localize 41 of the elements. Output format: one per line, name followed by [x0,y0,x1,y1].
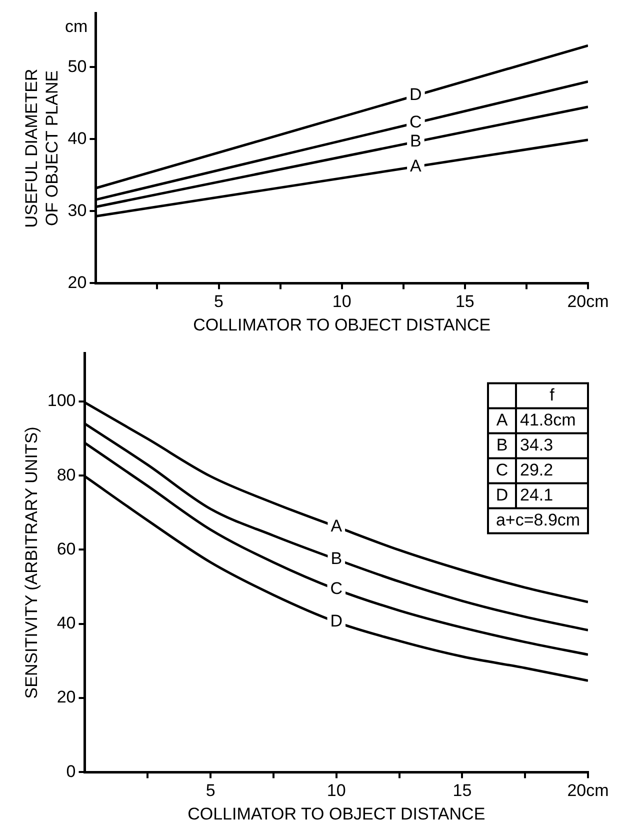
x-tick-label: 15 [452,781,472,800]
x-axis-title: COLLIMATOR TO OBJECT DISTANCE [188,804,486,824]
x-tick-label: 5 [206,781,216,800]
annotation: 29.2 [520,460,554,480]
y-tick-label: 40 [56,614,76,633]
y-tick-label: 20 [68,272,87,292]
x-tick-label: 20cm [567,292,609,312]
annotation: 34.3 [520,435,554,454]
y-tick-label: 80 [56,465,76,484]
y-tick-label: 50 [68,56,87,76]
y-tick-label: 20 [56,688,76,707]
annotation: a+c=8.9cm [496,510,580,530]
series-label: B [330,549,342,568]
y-tick-label: 40 [68,128,87,148]
text: C [496,460,508,480]
series-label: C [410,112,422,132]
text: B [496,435,508,454]
y-tick-label: 60 [56,539,76,558]
series-label: D [410,85,422,104]
text: A [496,410,508,430]
x-tick-label: 10 [332,292,352,312]
annotation: 24.1 [520,485,554,504]
series-label: D [330,612,343,631]
y-axis-title: USEFUL DIAMETER OF OBJECT PLANE [22,68,62,228]
annotation: 41.8cm [520,410,576,430]
annotation: f [550,385,555,404]
series-label: C [330,579,343,598]
x-tick-label: 10 [326,781,346,800]
text: cm [65,16,88,36]
series-label: A [330,516,343,536]
y-tick-label: 30 [68,200,87,220]
x-tick-label: 20cm [567,781,609,800]
text: D [496,485,508,504]
y-axis-title: SENSITIVITY (ARBITRARY UNITS) [22,426,41,699]
x-axis-title: COLLIMATOR TO OBJECT DISTANCE [193,315,491,334]
series-label: B [410,132,422,151]
x-tick-label: 15 [455,292,474,312]
y-tick-label: 0 [66,762,76,781]
series-label: A [410,156,422,176]
x-tick-label: 5 [214,292,224,312]
y-tick-label: 100 [47,391,76,410]
